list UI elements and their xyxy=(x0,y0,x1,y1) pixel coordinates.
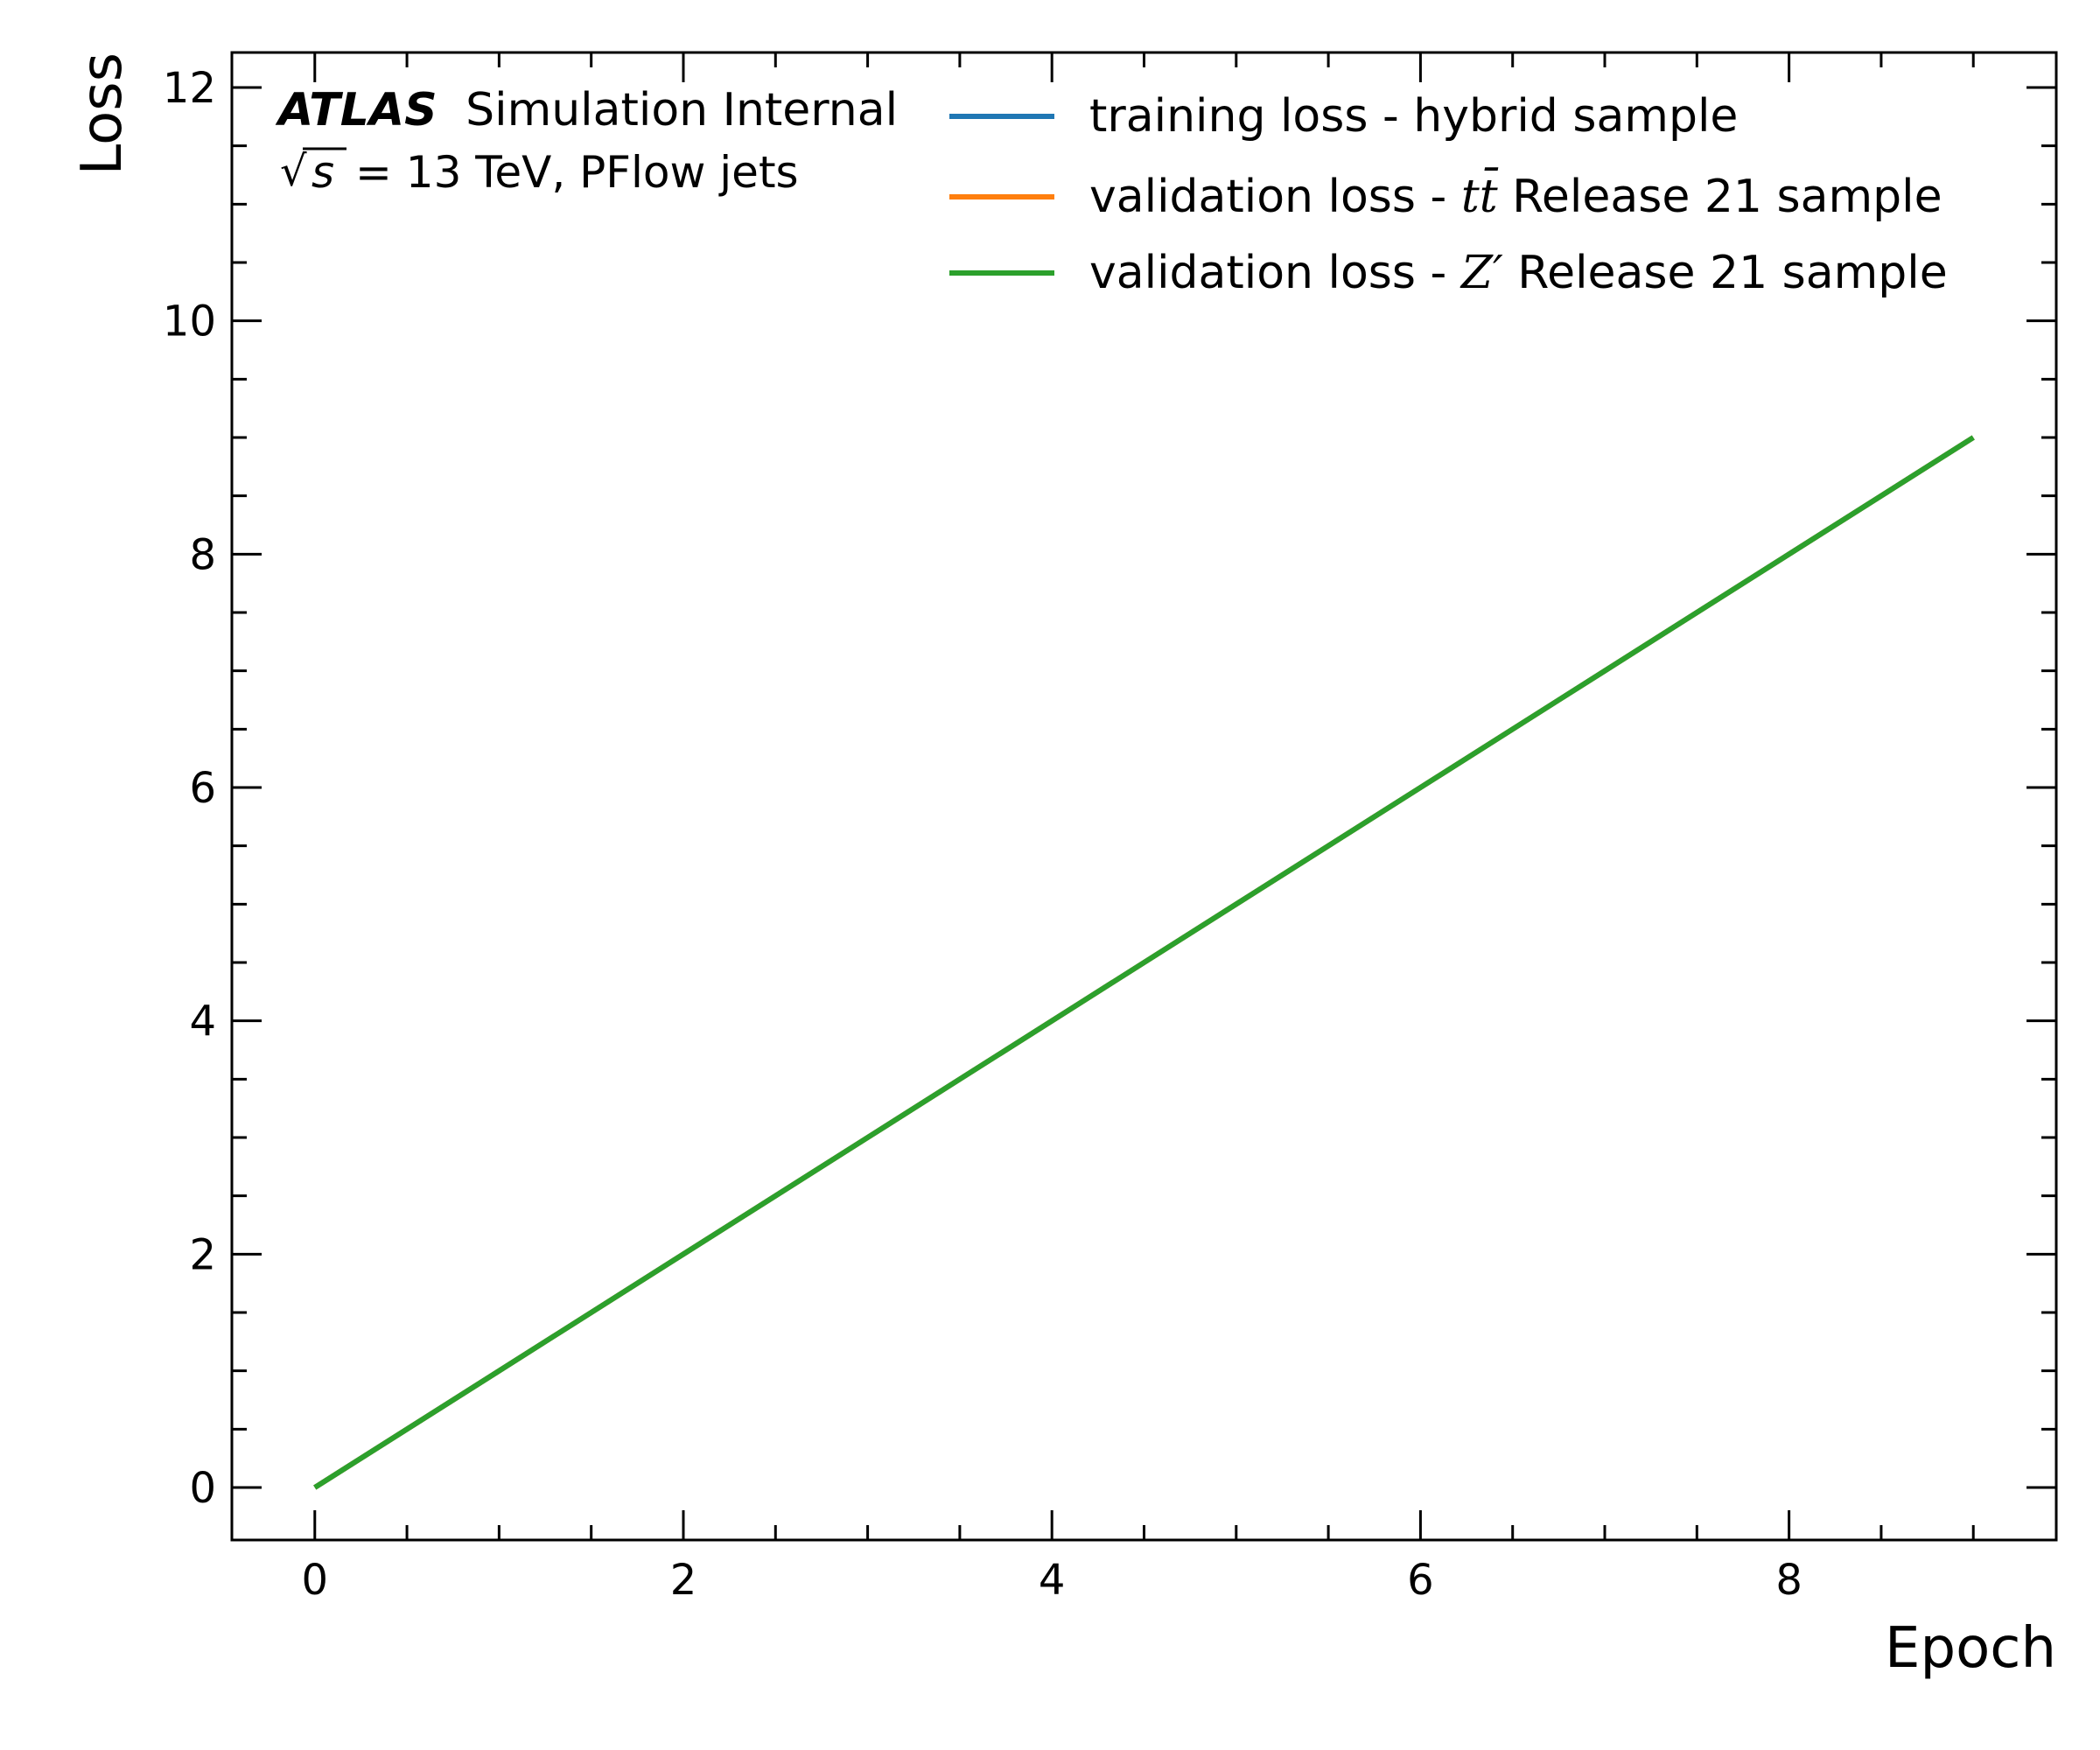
x-tick-label: 0 xyxy=(301,1556,328,1605)
y-tick-label: 0 xyxy=(189,1464,216,1513)
y-axis-label: Loss xyxy=(70,52,135,175)
x-tick-label: 2 xyxy=(670,1556,697,1605)
ticks-layer: 0 2 4 6 8 0 2 4 6 8 10 12 xyxy=(163,52,2056,1605)
legend: training loss - hybrid sample validation … xyxy=(949,90,1948,299)
energy-label: √ s = 13 TeV, PFlow jets xyxy=(280,147,799,198)
y-tick-label: 12 xyxy=(163,64,216,113)
atlas-experiment-label: ATLAS xyxy=(275,84,438,136)
sqrt-symbol: √ xyxy=(280,147,307,196)
atlas-status-label: Simulation Internal xyxy=(466,84,898,136)
legend-label-1: training loss - hybrid sample xyxy=(1089,90,1738,143)
y-tick-label: 10 xyxy=(163,298,216,346)
legend-label-2: validation loss - tt̄ Release 21 sample xyxy=(1089,168,1942,223)
atlas-label: ATLAS Simulation Internal xyxy=(275,84,898,136)
energy-label-text: = 13 TeV, PFlow jets xyxy=(355,147,799,198)
legend-label-3: validation loss - Z′ Release 21 sample xyxy=(1089,247,1948,299)
y-tick-label: 8 xyxy=(189,530,216,579)
y-tick-label: 6 xyxy=(189,764,216,813)
series-layer xyxy=(313,435,1975,1490)
x-tick-label: 8 xyxy=(1775,1556,1802,1605)
y-tick-label: 2 xyxy=(189,1230,216,1279)
sqrt-argument: s xyxy=(312,147,334,198)
series-line-3 xyxy=(313,435,1975,1490)
x-tick-label: 6 xyxy=(1407,1556,1434,1605)
x-tick-label: 4 xyxy=(1039,1556,1066,1605)
x-axis-label: Epoch xyxy=(1885,1616,2056,1681)
plot-frame xyxy=(230,51,2058,1542)
y-tick-label: 4 xyxy=(189,998,216,1046)
